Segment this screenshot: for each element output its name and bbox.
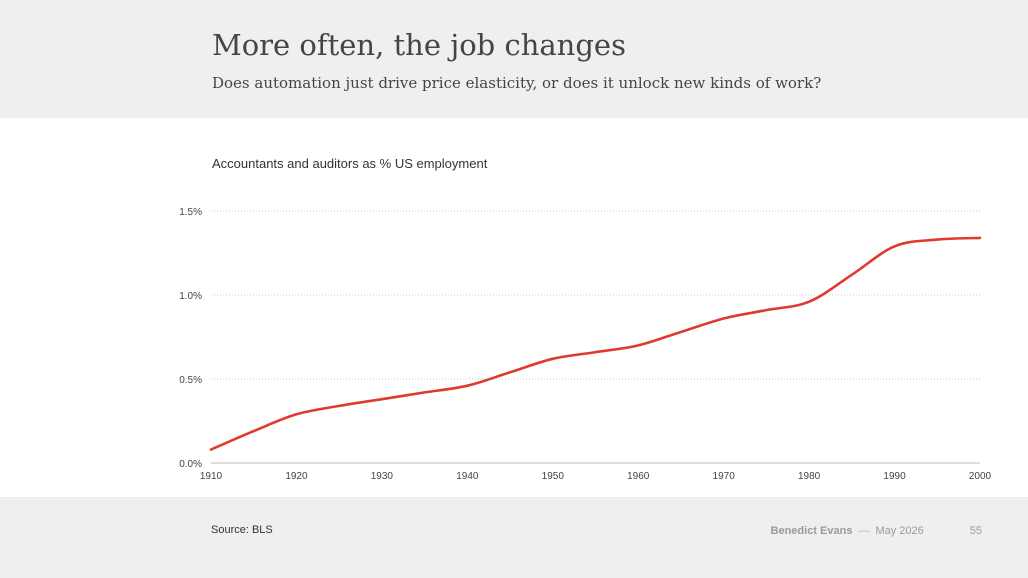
- x-tick-label: 1920: [285, 471, 308, 482]
- footer-date: May 2026: [875, 525, 924, 537]
- y-tick-label: 0.0%: [179, 459, 202, 470]
- x-tick-label: 1970: [713, 471, 736, 482]
- y-tick-label: 1.5%: [179, 207, 202, 218]
- x-tick-label: 2000: [969, 471, 992, 482]
- y-tick-label: 1.0%: [179, 291, 202, 302]
- header-band: More often, the job changes Does automat…: [0, 0, 1028, 118]
- series-line: [209, 236, 982, 451]
- source-note: Source: BLS: [211, 524, 273, 536]
- x-tick-label: 1990: [883, 471, 906, 482]
- page-number: 55: [969, 525, 982, 537]
- x-tick-label: 1930: [371, 471, 394, 482]
- page-title: More often, the job changes: [212, 28, 626, 62]
- footer-band: [0, 497, 1028, 578]
- chart-title: Accountants and auditors as % US employm…: [212, 156, 488, 171]
- x-tick-label: 1940: [456, 471, 479, 482]
- author-name: Benedict Evans: [770, 525, 853, 537]
- x-tick-label: 1960: [627, 471, 650, 482]
- page-subtitle: Does automation just drive price elastic…: [212, 74, 822, 92]
- y-tick-label: 0.5%: [179, 375, 202, 386]
- footer-credit: Benedict Evans — May 2026 55: [771, 525, 982, 537]
- x-tick-label: 1950: [542, 471, 565, 482]
- line-chart: 0.0% 0.5% 1.0% 1.5% 1910 1920 1930 1940 1950 1960…: [179, 207, 992, 482]
- footer-separator: —: [858, 525, 870, 537]
- x-tick-label: 1910: [200, 471, 223, 482]
- x-tick-label: 1980: [798, 471, 821, 482]
